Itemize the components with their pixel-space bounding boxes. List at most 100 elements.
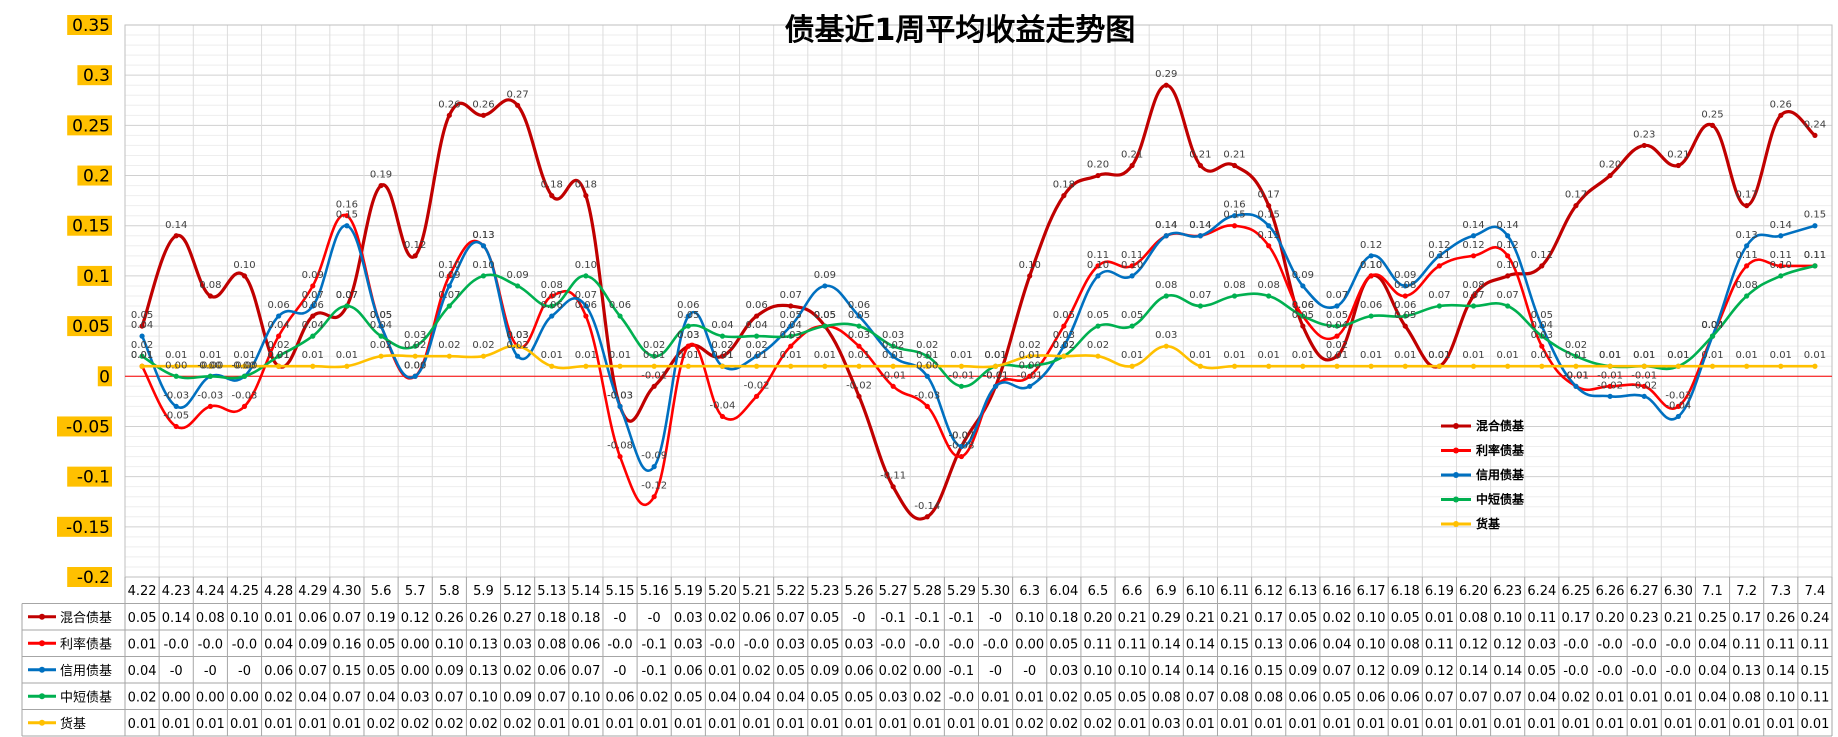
data-label: 0.02: [370, 340, 392, 351]
data-point: [344, 363, 350, 369]
data-point: [685, 363, 691, 369]
data-label: 0.14: [1155, 220, 1177, 231]
table-cell: 0.18: [1049, 611, 1078, 626]
table-cell: 0.00: [1015, 637, 1044, 652]
data-point: [480, 243, 487, 249]
data-label: 0.01: [984, 350, 1006, 361]
data-label: 0.14: [165, 220, 187, 231]
data-point: [617, 363, 623, 369]
data-point: [446, 353, 452, 359]
table-cell: 0.02: [913, 690, 942, 705]
data-point: [1300, 363, 1306, 369]
data-label: 0.01: [1565, 350, 1587, 361]
table-cell: 0.08: [1220, 690, 1249, 705]
table-cell: 0.01: [981, 717, 1010, 732]
data-point: [515, 102, 521, 108]
table-cell: -0.0: [949, 690, 974, 705]
data-label: 0.20: [1599, 160, 1621, 171]
table-cell: 0.06: [1288, 637, 1317, 652]
data-label: -0.02: [744, 380, 770, 391]
data-point: [241, 403, 248, 409]
table-cell: -0.1: [915, 611, 940, 626]
y-tick-label: -0.05: [66, 417, 110, 437]
data-point: [856, 313, 862, 319]
data-label: 0.02: [1053, 340, 1075, 351]
table-cell: 0.29: [1152, 611, 1181, 626]
data-point: [1641, 142, 1647, 149]
data-label: 0.03: [1155, 330, 1177, 341]
data-label: 0.02: [1565, 340, 1587, 351]
table-cell: 0.08: [1152, 690, 1181, 705]
data-label: 0.10: [472, 260, 494, 271]
data-label: 0.24: [1804, 119, 1826, 130]
data-label: 0.15: [336, 210, 358, 221]
data-label: 0.03: [506, 330, 528, 341]
data-point: [1539, 333, 1545, 339]
data-point: [924, 373, 930, 379]
table-cell: 0.04: [1322, 637, 1351, 652]
table-cell: 0.01: [845, 717, 874, 732]
data-label: 0.02: [472, 340, 494, 351]
x-category-label: 5.27: [879, 584, 908, 599]
data-point: [1129, 273, 1135, 279]
data-label: -0.01: [1597, 370, 1623, 381]
table-cell: 0.05: [810, 690, 839, 705]
data-label: -0.02: [1597, 380, 1623, 391]
table-cell: 0.03: [1049, 664, 1078, 679]
data-label: 0.01: [267, 350, 289, 361]
data-point: [1573, 353, 1579, 359]
table-cell: 0.14: [1459, 664, 1488, 679]
data-point: [1641, 393, 1647, 399]
table-cell: 0.10: [1015, 611, 1044, 626]
table-cell: 0.04: [367, 690, 396, 705]
data-point: [1095, 172, 1101, 179]
data-label: -0.07: [948, 431, 974, 442]
data-point: [1539, 263, 1545, 269]
data-label: 0.01: [1326, 350, 1348, 361]
data-label: 0.06: [541, 300, 563, 311]
data-point: [924, 514, 930, 520]
data-label: 0.08: [1155, 280, 1177, 291]
table-cell: 0.01: [128, 637, 157, 652]
table-cell: 0.01: [1630, 690, 1659, 705]
series-line: [140, 83, 1816, 521]
table-cell: 0.01: [1493, 717, 1522, 732]
data-label: 0.02: [745, 340, 767, 351]
data-label: -0.03: [232, 390, 258, 401]
table-cell: 0.14: [162, 611, 191, 626]
x-category-label: 4.28: [264, 584, 293, 599]
table-cell: -0: [989, 611, 1002, 626]
table-cell: 0.11: [1732, 637, 1761, 652]
data-label: 0.05: [1053, 310, 1075, 321]
data-label: 0.07: [1462, 290, 1484, 301]
table-cell: 0.04: [1698, 637, 1727, 652]
data-point: [1231, 162, 1238, 169]
table-cell: 0.12: [1459, 637, 1488, 652]
table-cell: 0.03: [674, 637, 703, 652]
legend-label: 混合债基: [1476, 418, 1525, 433]
table-cell: 0.01: [1561, 717, 1590, 732]
x-category-label: 5.21: [742, 584, 771, 599]
data-label: 0.01: [1292, 350, 1314, 361]
data-point: [276, 353, 282, 359]
data-point: [992, 383, 999, 389]
row-key-marker: [39, 693, 45, 700]
table-cell: 0.07: [776, 611, 805, 626]
data-point: [788, 323, 794, 329]
data-label: 0.01: [1531, 350, 1553, 361]
table-cell: -0: [989, 664, 1002, 679]
table-cell: 0.01: [162, 717, 191, 732]
table-cell: 0.05: [845, 690, 874, 705]
data-label: 0.14: [1770, 220, 1792, 231]
table-cell: 0.21: [1220, 611, 1249, 626]
data-label: 0.02: [1019, 340, 1041, 351]
data-point: [1573, 383, 1579, 389]
data-label: 0.01: [609, 350, 631, 361]
data-label: 0.00: [404, 360, 426, 371]
data-point: [1470, 293, 1477, 299]
data-label: 0.19: [370, 170, 392, 181]
table-cell: 0.10: [1357, 637, 1386, 652]
data-point: [1334, 333, 1340, 339]
table-cell: -0.0: [880, 637, 905, 652]
